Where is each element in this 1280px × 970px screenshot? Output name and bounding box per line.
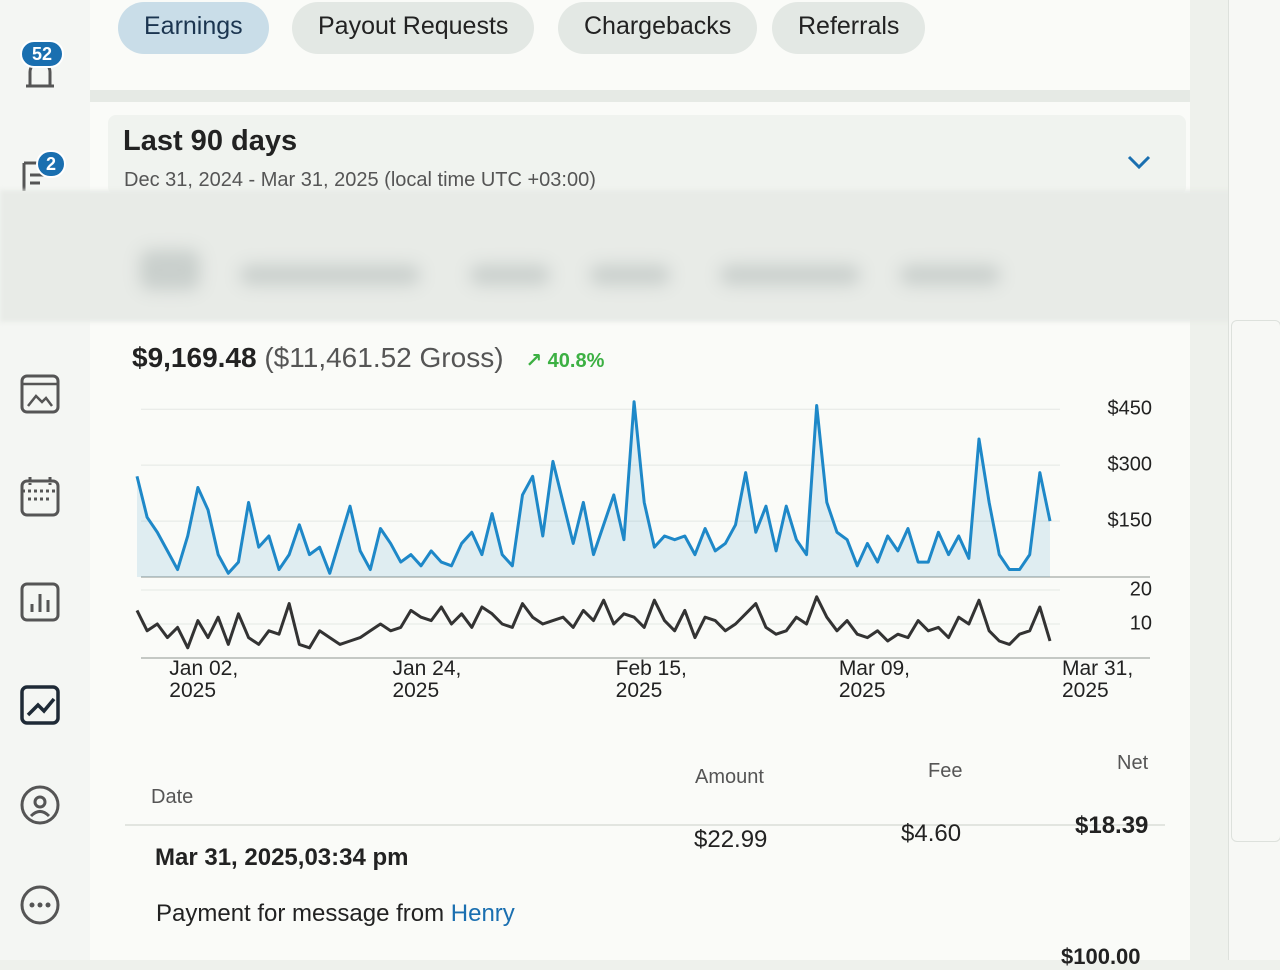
earnings-summary: $9,169.48 ($11,461.52 Gross) ↗ 40.8% [132, 342, 604, 374]
calendar-icon[interactable] [18, 475, 62, 519]
more-icon[interactable] [18, 883, 62, 927]
row-description: Payment for message from Henry [156, 900, 515, 928]
x-tick-label: Mar 09, 2025 [838, 657, 911, 702]
row-divider [125, 824, 1165, 826]
right-panel [1228, 0, 1280, 960]
description-text: Payment for message from [156, 900, 445, 927]
row-fee: $4.60 [901, 820, 962, 847]
y-tick-label: $300 [1108, 453, 1153, 475]
x-tick-label: Feb 15, 2025 [615, 657, 687, 702]
column-header: Date [151, 786, 194, 808]
row-date: Mar 31, 2025,03:34 pm [155, 844, 409, 871]
period-selector[interactable]: Last 90 days Dec 31, 2024 - Mar 31, 2025… [108, 115, 1186, 195]
period-range: Dec 31, 2024 - Mar 31, 2025 (local time … [124, 169, 596, 191]
column-header: Amount [695, 766, 764, 788]
tab[interactable]: Chargebacks [558, 2, 758, 54]
line [135, 400, 1052, 575]
statistics-icon[interactable] [18, 580, 62, 624]
messages-badge: 2 [36, 150, 66, 178]
earnings-icon[interactable] [18, 683, 62, 727]
tab[interactable]: Payout Requests [292, 2, 535, 54]
x-tick-label: Jan 24, 2025 [392, 657, 462, 702]
y-tick-label: 20 [1130, 578, 1152, 600]
gross-total: ($11,461.52 Gross) [264, 342, 504, 373]
x-tick-label: Jan 02, 2025 [169, 657, 239, 702]
row-amount: $22.99 [694, 826, 768, 853]
profile-icon[interactable] [18, 783, 62, 827]
y-tick-label: $150 [1108, 509, 1153, 531]
tab[interactable]: Earnings [118, 2, 269, 54]
transactions-table: Date Amount Fee Net Mar 31, 2025,03:34 p… [125, 752, 1175, 969]
column-header: Net [1117, 752, 1149, 774]
tab[interactable]: Referrals [772, 2, 926, 54]
stats-card [1231, 320, 1280, 842]
growth-value: 40.8% [547, 350, 605, 372]
sidebar: 52 2 [0, 0, 90, 960]
notification-badge: 52 [20, 40, 64, 68]
column-header: Fee [928, 760, 963, 782]
x-tick-label: Mar 31, 2025 [1062, 657, 1134, 702]
next-row-net: $100.00 [1061, 944, 1141, 969]
y-tick-label: 10 [1130, 612, 1152, 634]
dropdown-chevron[interactable] [1126, 153, 1152, 171]
messages-icon[interactable] [18, 155, 62, 199]
sender-link[interactable]: Henry [450, 900, 515, 927]
media-icon[interactable] [18, 372, 62, 416]
blurred-region [0, 190, 1280, 322]
net-total: $9,169.48 [132, 342, 257, 373]
line [135, 595, 1052, 650]
y-tick-label: $450 [1108, 397, 1153, 419]
period-title: Last 90 days [123, 125, 298, 157]
row-net: $18.39 [1075, 812, 1149, 839]
chart: $150 $300 $450 10 20 [135, 397, 1153, 659]
growth: ↗ 40.8% [525, 350, 605, 372]
area [137, 401, 1050, 577]
divider [90, 90, 1190, 102]
